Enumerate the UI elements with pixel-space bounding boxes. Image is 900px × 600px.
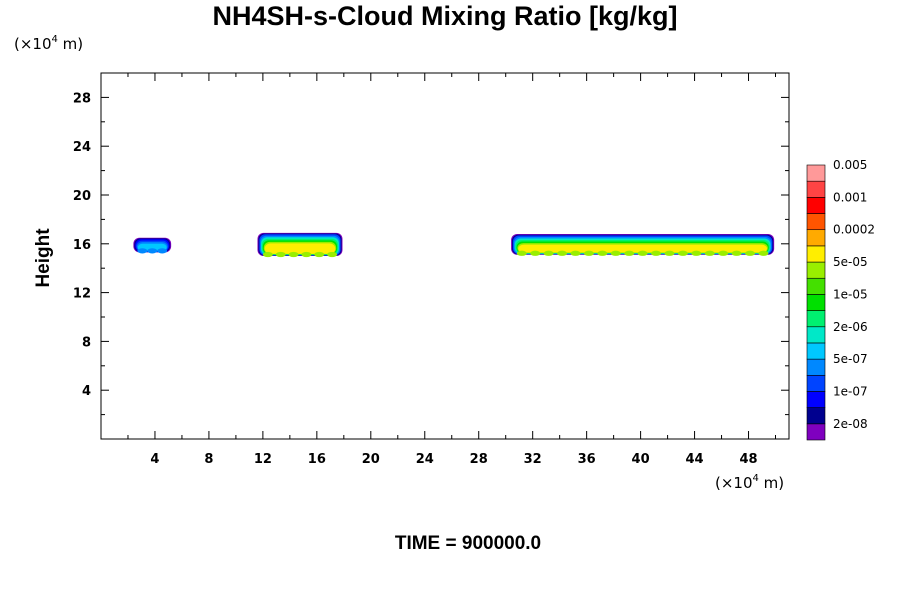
cloud-bump xyxy=(610,250,621,256)
time-label: TIME = 900000.0 xyxy=(395,533,541,554)
y-unit-label: (×104 m) xyxy=(14,34,83,53)
colorbar-swatch xyxy=(806,326,826,344)
colorbar-swatch xyxy=(806,358,826,376)
y-tick-label: 4 xyxy=(82,384,91,399)
cloud-bump xyxy=(147,248,158,254)
y-tick-label: 12 xyxy=(73,287,91,302)
cloud-bump xyxy=(664,250,675,256)
cloud-bump xyxy=(530,250,541,256)
chart-title: NH4SH-s-Cloud Mixing Ratio [kg/kg] xyxy=(213,1,678,31)
cloud-region xyxy=(133,237,172,254)
cloud-bump xyxy=(651,250,662,256)
colorbar: 2e-08 1e-07 5e-07 2e-06 1e-05 5e-05 0.0002 0.00… xyxy=(806,158,875,441)
cloud-region xyxy=(511,234,775,256)
colorbar-label: 2e-06 xyxy=(833,320,868,334)
cloud-bump xyxy=(691,250,702,256)
colorbar-label: 1e-05 xyxy=(833,287,868,301)
y-unit-prefix: (×10 xyxy=(14,35,52,53)
cloud-bump xyxy=(731,250,742,256)
x-tick-label: 4 xyxy=(150,452,159,467)
cloud-bump xyxy=(301,251,312,258)
colorbar-label: 0.001 xyxy=(833,190,867,204)
cloud-regions xyxy=(133,232,775,258)
cloud-bump xyxy=(275,251,286,258)
x-tick-label: 32 xyxy=(524,452,542,467)
cloud-bump xyxy=(137,248,148,254)
colorbar-label: 5e-05 xyxy=(833,255,868,269)
y-tick-label: 20 xyxy=(73,189,91,204)
colorbar-swatch xyxy=(806,229,826,247)
colorbar-swatch xyxy=(806,245,826,263)
x-unit-suffix: m) xyxy=(759,474,784,492)
colorbar-swatch xyxy=(806,213,826,231)
colorbar-swatch xyxy=(806,277,826,295)
cloud-bump xyxy=(570,250,581,256)
cloud-bump xyxy=(288,251,299,258)
colorbar-label: 5e-07 xyxy=(833,352,868,366)
cloud-bump xyxy=(677,250,688,256)
colorbar-label: 0.005 xyxy=(833,158,867,172)
colorbar-swatch xyxy=(806,197,826,214)
x-tick-label: 28 xyxy=(470,452,488,467)
cloud-bump xyxy=(543,250,554,256)
x-tick-label: 40 xyxy=(632,452,650,467)
cloud-bump xyxy=(314,251,325,258)
colorbar-swatch xyxy=(806,342,826,360)
cloud-bump xyxy=(557,250,568,256)
colorbar-swatch xyxy=(806,294,826,311)
y-tick-label: 8 xyxy=(82,335,91,350)
colorbar-swatch xyxy=(806,261,826,279)
colorbar-swatch xyxy=(806,423,826,441)
x-tick-label: 44 xyxy=(686,452,704,467)
colorbar-swatch xyxy=(806,164,826,182)
y-axis-label: Height xyxy=(33,228,54,288)
cloud-bump xyxy=(718,250,729,256)
plot-frame xyxy=(100,72,790,440)
colorbar-swatch xyxy=(806,310,826,328)
y-tick-label: 24 xyxy=(73,140,91,155)
cloud-bump xyxy=(597,250,608,256)
cloud-contour xyxy=(264,243,336,254)
y-tick-label: 28 xyxy=(73,91,91,106)
x-tick-label: 24 xyxy=(416,452,434,467)
cloud-bump xyxy=(516,250,527,256)
colorbar-label: 0.0002 xyxy=(833,223,875,237)
colorbar-swatch xyxy=(806,391,826,408)
x-tick-label: 36 xyxy=(578,452,596,467)
cloud-bump xyxy=(327,251,338,258)
cloud-bump xyxy=(637,250,648,256)
cloud-bump xyxy=(758,250,769,256)
y-unit-suffix: m) xyxy=(58,35,83,53)
colorbar-label: 2e-08 xyxy=(833,417,868,431)
y-unit-exponent: 4 xyxy=(52,34,58,45)
cloud-contour xyxy=(518,244,767,253)
x-tick-label: 12 xyxy=(254,452,272,467)
colorbar-label: 1e-07 xyxy=(833,384,868,398)
x-tick-label: 48 xyxy=(739,452,757,467)
y-tick-label: 16 xyxy=(73,238,91,253)
x-unit-exponent: 4 xyxy=(753,473,759,484)
x-tick-label: 20 xyxy=(362,452,380,467)
cloud-bump xyxy=(745,250,756,256)
cloud-bump xyxy=(704,250,715,256)
x-tick-label: 8 xyxy=(204,452,213,467)
cloud-bump xyxy=(583,250,594,256)
colorbar-swatch xyxy=(806,407,826,425)
x-tick-label: 16 xyxy=(308,452,326,467)
cloud-bump xyxy=(157,248,168,254)
cloud-bump xyxy=(624,250,635,256)
x-unit-prefix: (×10 xyxy=(715,474,753,492)
cloud-bump xyxy=(262,251,273,258)
x-unit-label: (×104 m) xyxy=(715,473,784,492)
colorbar-swatch xyxy=(806,374,826,392)
colorbar-swatch xyxy=(806,180,826,198)
cloud-region xyxy=(257,232,343,258)
